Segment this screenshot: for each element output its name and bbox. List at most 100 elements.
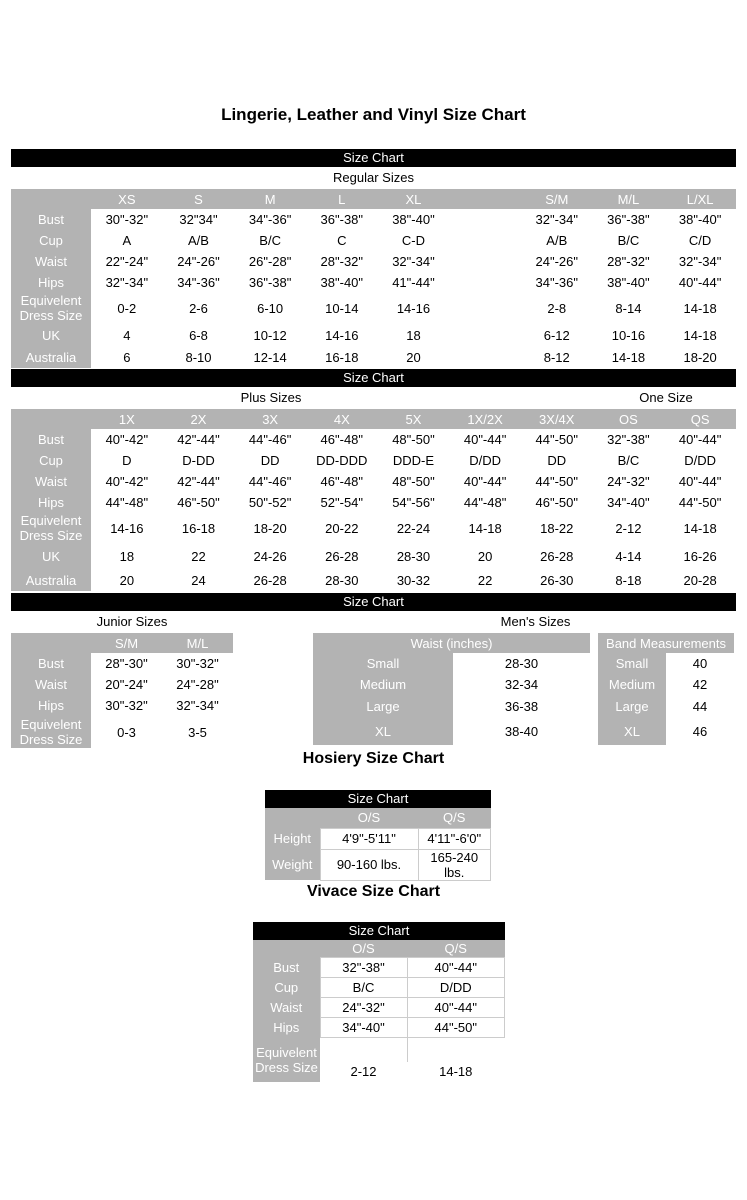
size-cell: 6-12 <box>520 323 593 347</box>
hosiery-table: O/S Q/S Height 4'9"-5'11" 4'11"-6'0" Wei… <box>265 808 491 881</box>
column-header: O/S <box>320 808 418 828</box>
size-cell: 26-30 <box>520 569 593 591</box>
size-cell: 30"-32" <box>91 695 162 716</box>
corner-cell <box>253 939 320 958</box>
row-label: Bust <box>11 653 91 674</box>
size-cell: 10-14 <box>305 293 378 323</box>
size-cell: 4'9"-5'11" <box>319 827 419 850</box>
table-row: Hips 30"-32" 32"-34" <box>11 695 233 716</box>
size-cell: 38"-40" <box>664 209 736 230</box>
size-cell: 20 <box>449 543 521 569</box>
size-cell: 40"-44" <box>406 997 505 1018</box>
column-header: 1X/2X <box>449 409 521 429</box>
row-label: Large <box>313 695 453 717</box>
table-row: Waist 40"-42" 42"-44" 44"-46" 46"-48" 48… <box>11 471 736 492</box>
row-label: Equivelent Dress Size <box>253 1037 320 1082</box>
column-header: L <box>305 189 378 209</box>
size-cell: 20 <box>377 347 450 368</box>
regular-sizes-section-header: Regular Sizes <box>11 167 736 189</box>
size-cell: 40"-42" <box>91 429 163 450</box>
junior-sizes-table: S/M M/L Bust 28"-30" 30"-32" Waist 20"-2… <box>11 633 233 748</box>
row-label: Waist <box>253 997 320 1018</box>
size-cell: 46"-50" <box>162 492 235 513</box>
column-header: 5X <box>377 409 450 429</box>
row-label: Equivelent Dress Size <box>11 716 91 748</box>
hosiery-title: Hosiery Size Chart <box>302 750 445 767</box>
size-cell: 26-28 <box>305 543 378 569</box>
column-header: O/S <box>320 939 407 958</box>
row-label: Hips <box>11 492 91 513</box>
size-cell: 24"-28" <box>162 674 233 695</box>
size-cell: 32"-34" <box>520 209 593 230</box>
size-cell: 28"-30" <box>91 653 162 674</box>
table-gap <box>590 653 598 674</box>
size-chart-bar: Size Chart <box>265 790 491 808</box>
column-header: 3X/4X <box>520 409 593 429</box>
size-cell: 24"-26" <box>162 251 235 272</box>
size-cell: C <box>305 230 378 251</box>
size-cell: 34"-36" <box>162 272 235 293</box>
size-cell: 16-18 <box>162 513 235 543</box>
size-cell: 14-18 <box>449 513 521 543</box>
size-cell: 46"-48" <box>305 429 378 450</box>
column-header: S <box>162 189 235 209</box>
size-cell: 54"-56" <box>377 492 450 513</box>
corner-cell <box>11 189 91 209</box>
table-row: Equivelent Dress Size 0-2 2-6 6-10 10-14… <box>11 293 736 323</box>
size-cell: 14-18 <box>664 293 736 323</box>
size-cell: 14-16 <box>305 323 378 347</box>
table-gap <box>590 674 598 695</box>
size-cell: 18 <box>91 543 163 569</box>
column-header: XL <box>377 189 450 209</box>
size-cell: 32"-34" <box>377 251 450 272</box>
size-cell: 34"-36" <box>520 272 593 293</box>
table-gap <box>407 1037 505 1062</box>
row-label: UK <box>11 323 91 347</box>
size-cell: 14-18 <box>664 513 736 543</box>
size-cell: 44"-50" <box>520 429 593 450</box>
size-chart-bar: Size Chart <box>11 593 736 611</box>
size-cell: 4'11"-6'0" <box>417 827 491 850</box>
page-title: Lingerie, Leather and Vinyl Size Chart <box>221 105 526 124</box>
size-cell: 8-12 <box>520 347 593 368</box>
table-row: Bust 40"-42" 42"-44" 44"-46" 46"-48" 48"… <box>11 429 736 450</box>
size-cell: 32"-38" <box>319 957 408 978</box>
size-cell: A <box>91 230 163 251</box>
size-cell: 22 <box>162 543 235 569</box>
size-cell: 8-18 <box>592 569 665 591</box>
size-cell: 24"-32" <box>319 997 408 1018</box>
size-cell: 28"-32" <box>592 251 665 272</box>
column-header: 4X <box>305 409 378 429</box>
size-cell: 2-12 <box>592 513 665 543</box>
column-header: M/L <box>162 633 233 653</box>
corner-cell <box>265 808 320 828</box>
vivace-title: Vivace Size Chart <box>306 882 441 900</box>
column-header: M <box>234 189 306 209</box>
size-cell: 24 <box>162 569 235 591</box>
size-cell <box>449 230 521 251</box>
size-cell: 22-24 <box>377 513 450 543</box>
waist-inches-header: Waist (inches) <box>313 633 590 653</box>
size-cell: B/C <box>234 230 306 251</box>
size-cell: 36"-38" <box>234 272 306 293</box>
size-cell: 10-16 <box>592 323 665 347</box>
row-label: XL <box>313 717 453 745</box>
table-gap <box>590 695 598 717</box>
size-cell: D <box>91 450 163 471</box>
size-cell: 28-30 <box>305 569 378 591</box>
column-header: L/XL <box>664 189 736 209</box>
size-cell: 18-22 <box>520 513 593 543</box>
table-row: 2-12 14-18 <box>253 1061 505 1082</box>
table-row: Equivelent Dress Size 0-3 3-5 <box>11 716 233 748</box>
size-cell: D-DD <box>162 450 235 471</box>
size-cell: 36"-38" <box>592 209 665 230</box>
row-label: XL <box>598 717 666 745</box>
table-row: Bust 28"-30" 30"-32" <box>11 653 233 674</box>
table-row: UK 18 22 24-26 26-28 28-30 20 26-28 4-14… <box>11 543 736 569</box>
junior-mens-tables: S/M M/L Bust 28"-30" 30"-32" Waist 20"-2… <box>11 633 736 748</box>
plus-sizes-label: Plus Sizes <box>240 390 302 405</box>
size-cell: 14-16 <box>91 513 163 543</box>
size-cell: 16-26 <box>664 543 736 569</box>
table-row: Small 28-30 Small 40 <box>313 653 735 674</box>
row-label: Equivelent Dress Size <box>11 293 91 323</box>
